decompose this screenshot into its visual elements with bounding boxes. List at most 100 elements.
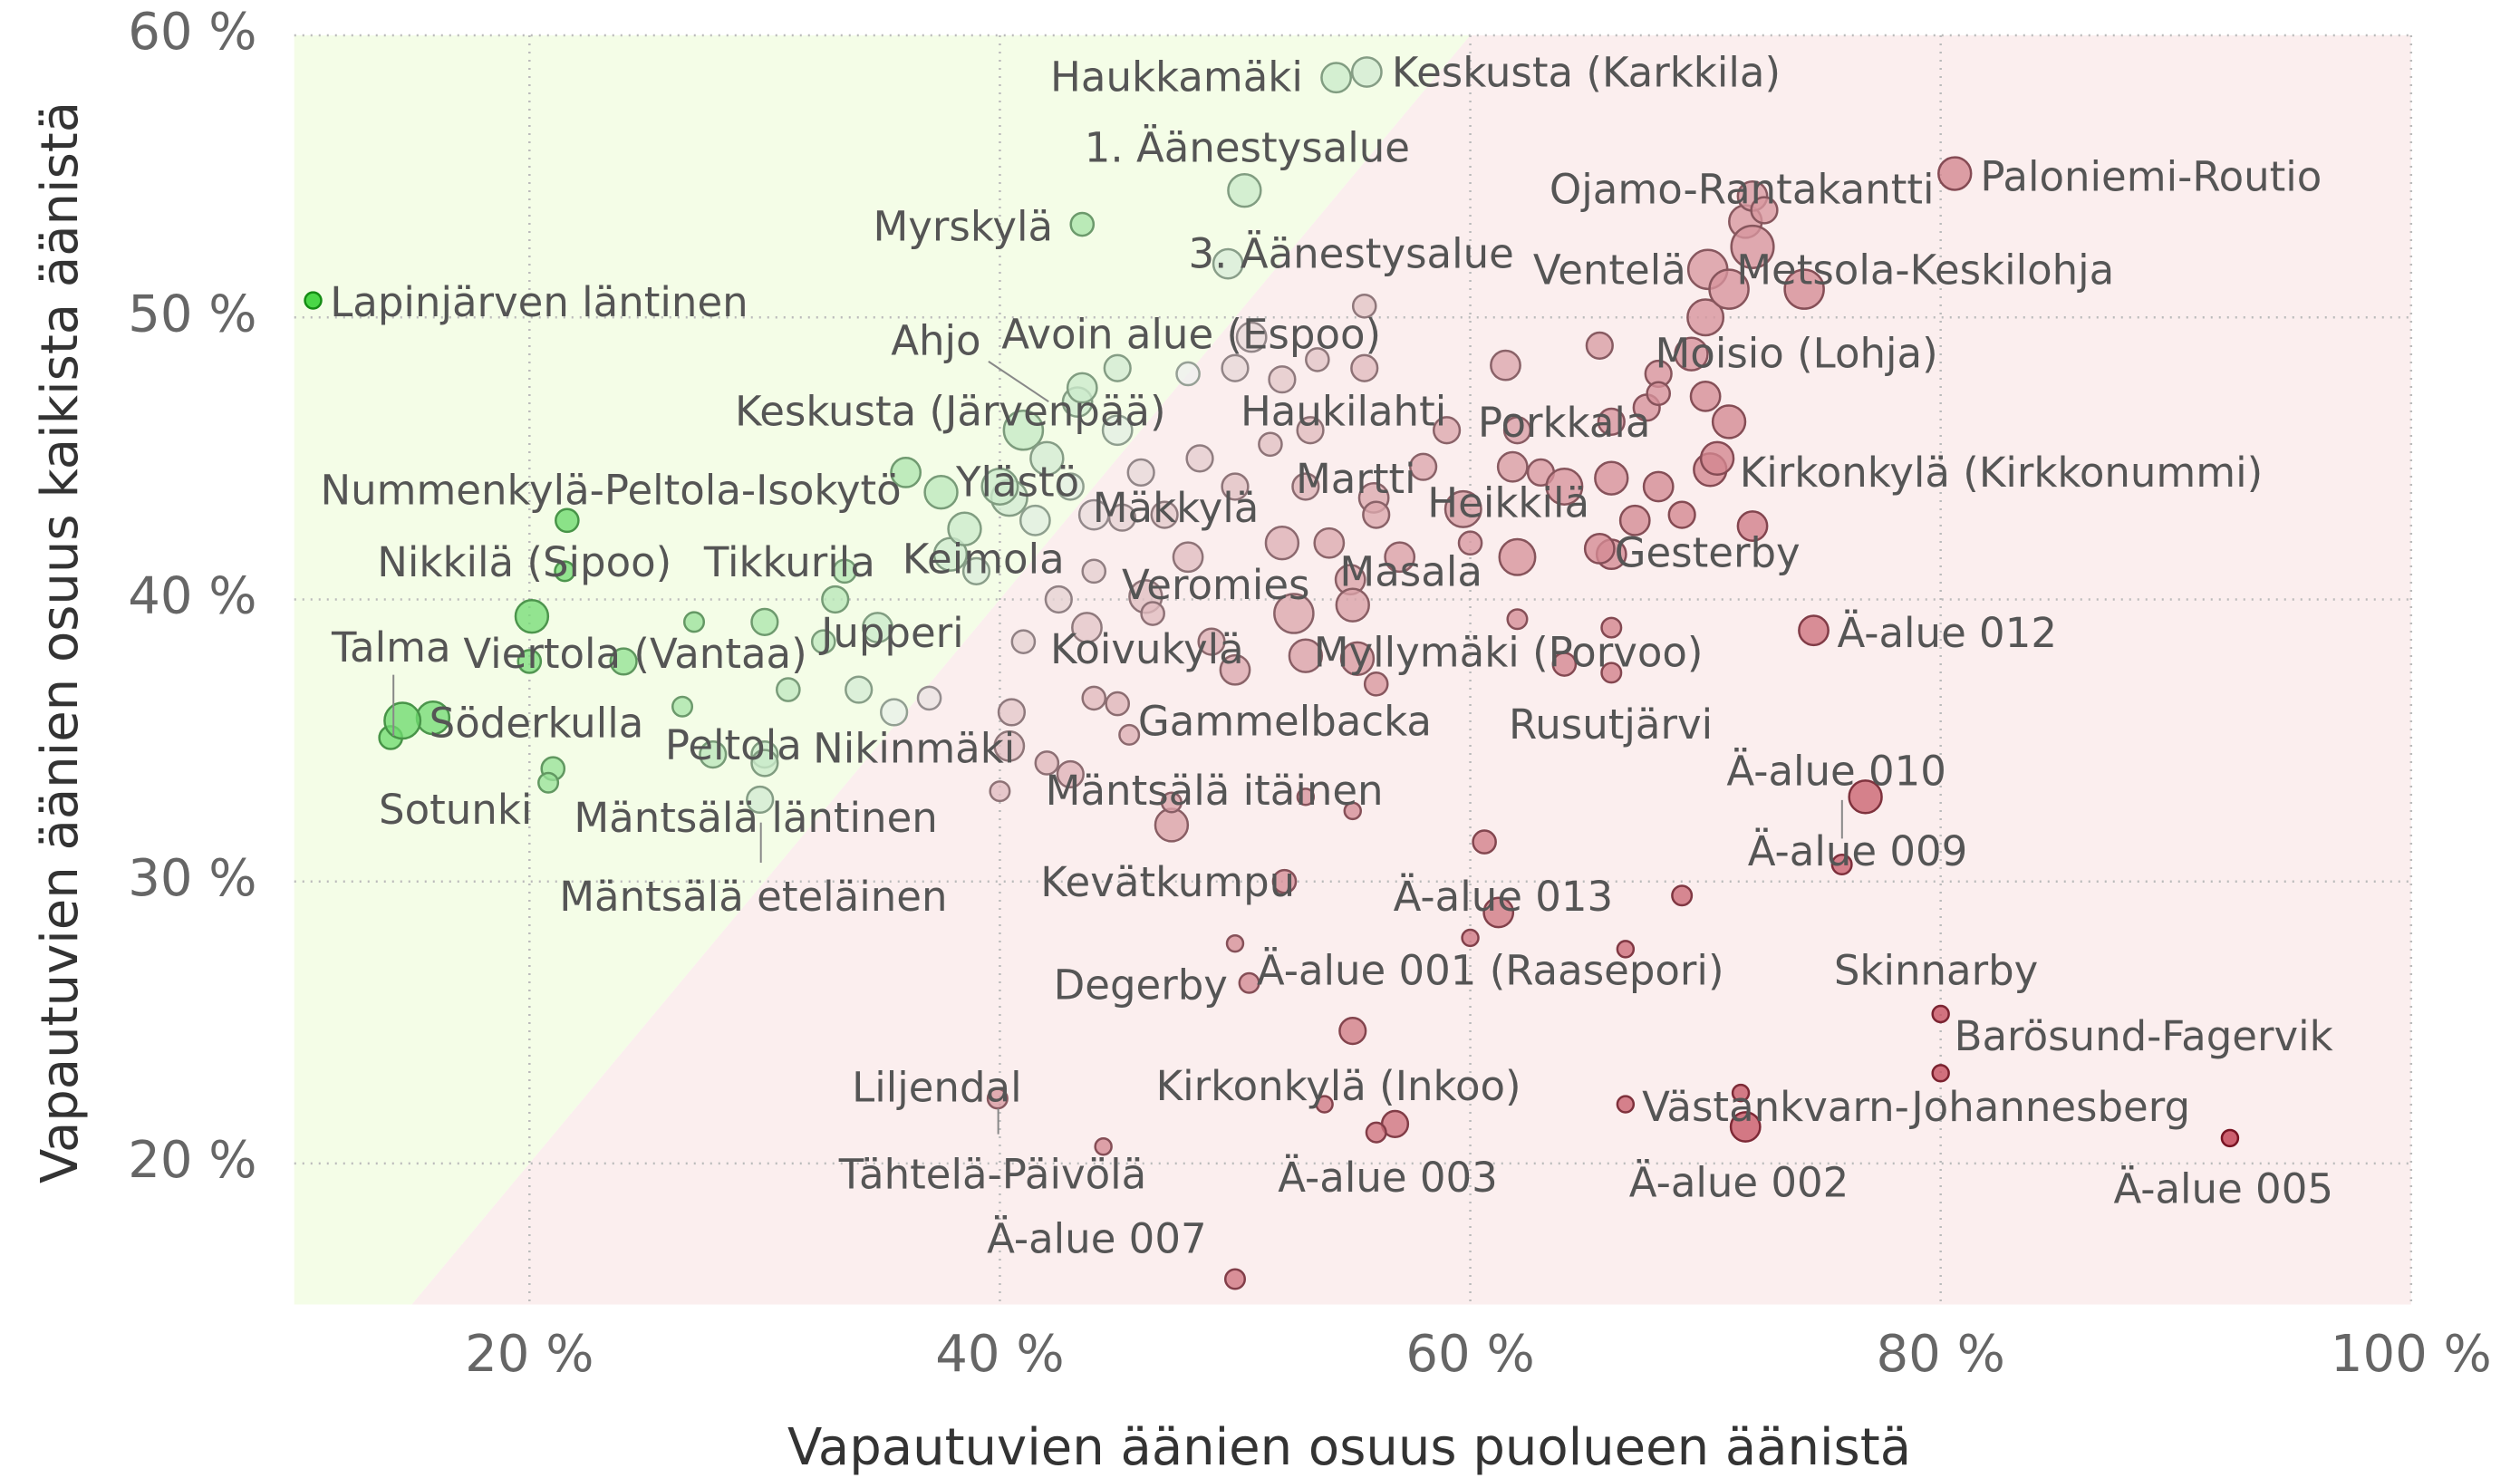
point-label: Peltola	[665, 721, 802, 769]
point-label: Viertola (Vantaa)	[463, 630, 806, 678]
point	[832, 558, 857, 584]
point	[1315, 1095, 1334, 1114]
point	[750, 607, 779, 636]
point-label: Myllymäki (Porvoo)	[1314, 628, 1704, 676]
point	[1019, 504, 1051, 536]
point	[1140, 601, 1165, 626]
point	[1175, 361, 1201, 387]
point	[1496, 450, 1529, 483]
point	[1320, 62, 1352, 94]
point	[1597, 407, 1626, 436]
point	[1931, 1064, 1950, 1083]
x-tick-label: 60 %	[1405, 1325, 1534, 1384]
point	[1235, 321, 1268, 353]
point-label: Ahjo	[891, 316, 980, 364]
point-label: Paloniemi-Routio	[1980, 153, 2322, 201]
point	[989, 780, 1011, 803]
point	[1034, 750, 1060, 776]
point	[1646, 381, 1672, 407]
point	[514, 598, 550, 634]
region-below	[411, 35, 2411, 1305]
point	[1600, 616, 1623, 639]
point-label: Mäntsälä eteläinen	[559, 873, 947, 921]
point	[1221, 353, 1250, 382]
x-tick-label: 80 %	[1877, 1325, 2005, 1384]
point	[1443, 489, 1482, 528]
point	[383, 701, 422, 740]
point-label: Gammelbacka	[1138, 698, 1432, 746]
point	[1071, 612, 1103, 643]
point	[609, 647, 638, 676]
x-tick-label: 100 %	[2331, 1325, 2492, 1384]
point	[1457, 530, 1483, 556]
point-label: Martti	[1296, 455, 1416, 503]
point	[554, 560, 576, 583]
point	[1077, 498, 1110, 531]
point	[1674, 336, 1709, 372]
point	[880, 698, 909, 727]
point	[1583, 533, 1616, 565]
points	[304, 56, 2240, 1290]
point	[1642, 470, 1675, 503]
point	[1197, 627, 1226, 656]
point	[1029, 440, 1065, 477]
point	[2220, 1128, 2240, 1148]
point-label: Moisio (Lohja)	[1655, 330, 1937, 378]
point	[746, 785, 775, 815]
point	[1600, 662, 1623, 684]
point	[1288, 638, 1324, 673]
x-tick-label: 20 %	[465, 1325, 594, 1384]
point-label: Degerby	[1054, 961, 1228, 1009]
point	[1338, 1017, 1367, 1046]
point	[1616, 1095, 1636, 1114]
point	[845, 675, 874, 704]
point	[1081, 685, 1107, 711]
point	[1830, 854, 1853, 876]
point-label: Skinnarby	[1834, 946, 2038, 994]
point	[1044, 584, 1073, 614]
point-label: Metsola-Keskilohja	[1736, 246, 2114, 294]
y-tick-label: 60 %	[128, 3, 256, 62]
point	[1937, 156, 1973, 191]
point	[1708, 268, 1750, 310]
point-label: 1. Äänestysalue	[1085, 124, 1410, 172]
point	[1545, 467, 1584, 506]
point	[1258, 431, 1283, 458]
point	[1126, 458, 1155, 488]
point	[1268, 365, 1297, 394]
point	[1291, 472, 1320, 501]
point	[1363, 671, 1389, 697]
point	[671, 695, 694, 718]
point	[1506, 608, 1529, 631]
point	[699, 740, 728, 769]
point	[1335, 587, 1370, 623]
point	[1103, 353, 1132, 382]
point	[1150, 500, 1179, 529]
point	[1212, 247, 1244, 280]
point-label: Talma	[331, 623, 451, 671]
y-axis-title: Vapautuvien äänien osuus kaikista äänist…	[31, 101, 90, 1183]
point-label: Liljendal	[852, 1064, 1021, 1112]
point	[821, 584, 850, 614]
y-tick-label: 20 %	[128, 1131, 256, 1190]
point	[1101, 414, 1134, 447]
point-label: Heikkilä	[1427, 478, 1589, 526]
point	[1343, 801, 1362, 821]
point-label: Porkkala	[1478, 399, 1651, 447]
point	[1750, 196, 1779, 225]
point	[517, 649, 543, 674]
point-label: Sotunki	[379, 786, 532, 834]
point	[1351, 293, 1377, 319]
point	[1931, 1004, 1950, 1024]
y-tick-label: 40 %	[128, 567, 256, 626]
point	[1365, 1121, 1387, 1144]
point	[1350, 353, 1379, 382]
point	[1296, 416, 1325, 445]
point	[1711, 404, 1747, 440]
point-label: Ä-alue 005	[2113, 1164, 2333, 1212]
point-label: 3. Äänestysalue	[1189, 230, 1514, 278]
point	[1271, 868, 1298, 894]
point	[1227, 172, 1262, 208]
